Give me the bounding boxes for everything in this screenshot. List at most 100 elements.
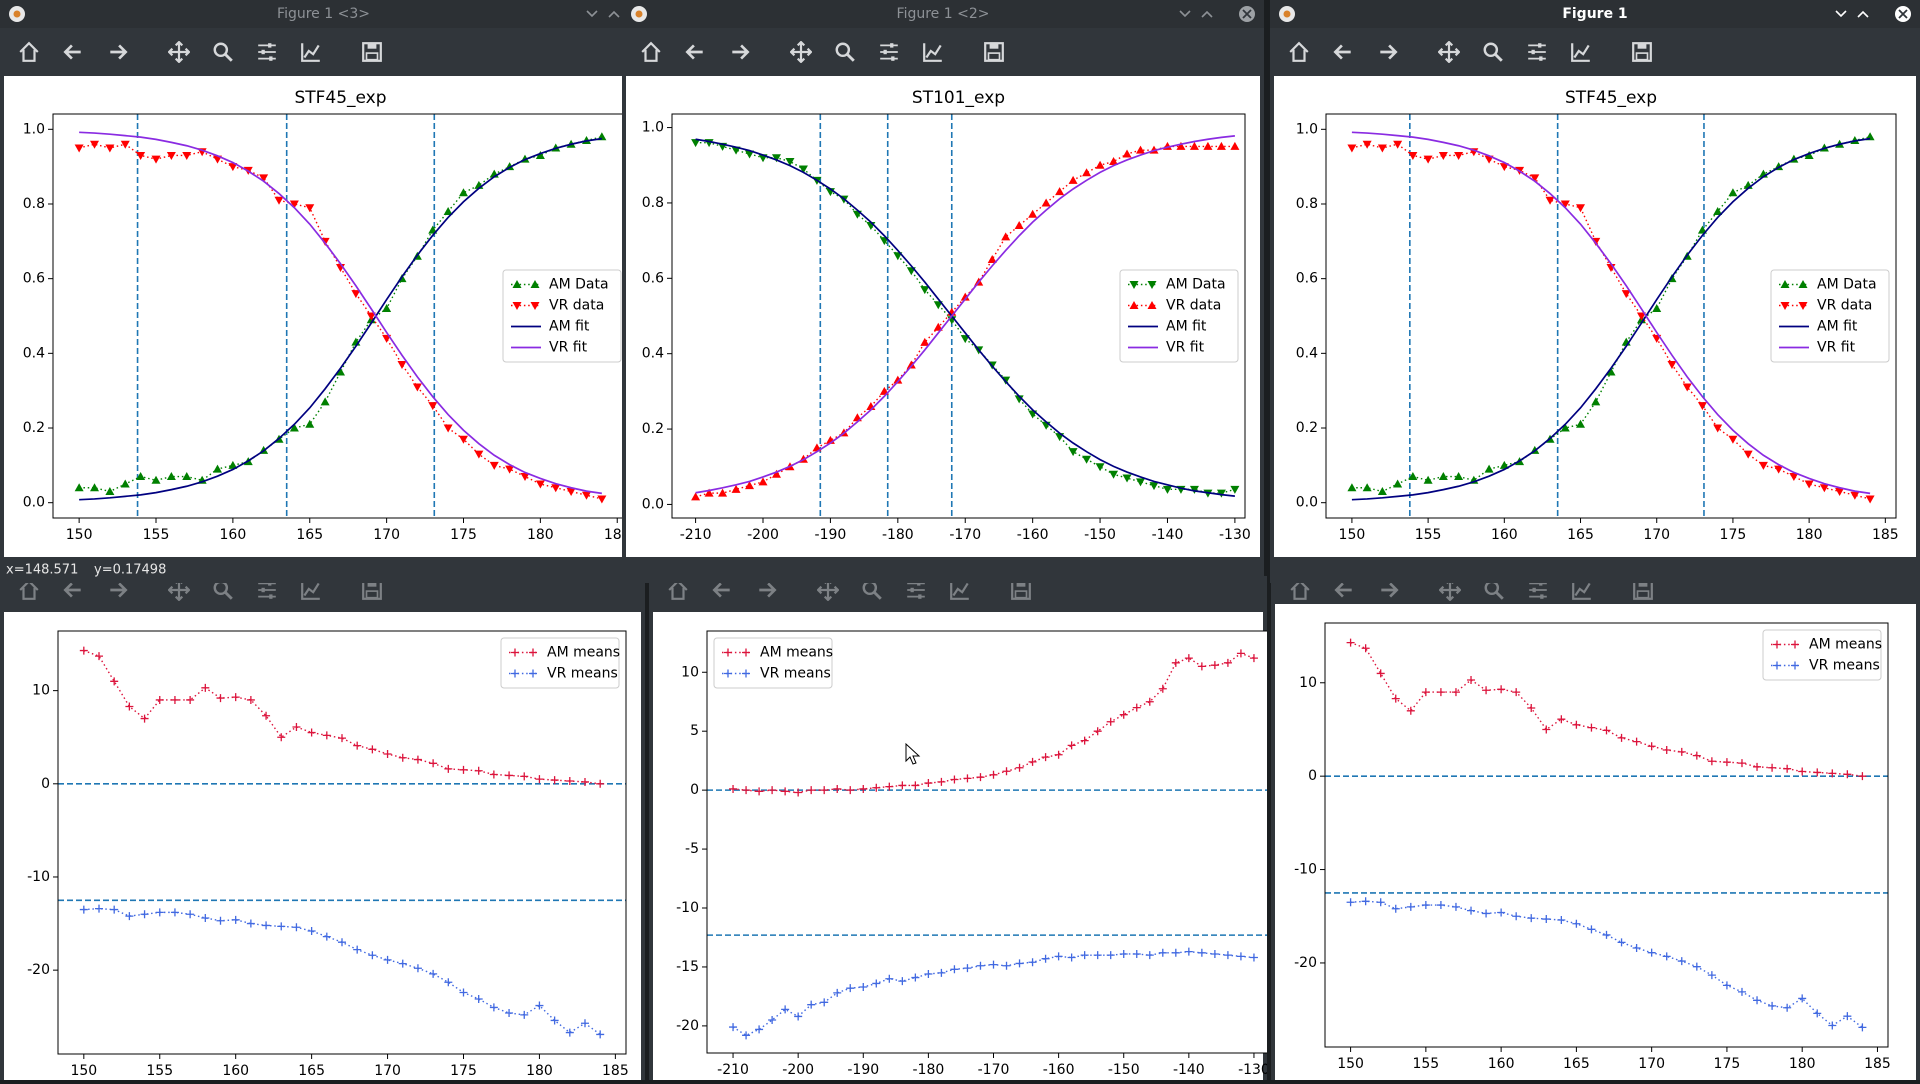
close-cross	[1898, 9, 1908, 19]
marker	[1617, 938, 1626, 947]
window: -210 -200 -190 -180 -170 -160 -150 -140 -130-20-…	[649, 576, 1267, 1080]
y-tick-label: -20	[676, 1018, 699, 1034]
series-line	[1351, 143, 1871, 500]
marker	[1346, 638, 1355, 647]
marker	[872, 979, 881, 988]
marker	[443, 424, 453, 433]
toolbar-button[interactable]	[257, 580, 277, 600]
marker	[729, 784, 738, 793]
marker	[1093, 951, 1102, 960]
marker	[963, 964, 972, 973]
marker	[1362, 140, 1372, 149]
x-tick-label: 160	[1488, 1056, 1515, 1072]
marker	[398, 753, 407, 762]
marker	[413, 755, 422, 764]
marker	[1423, 155, 1433, 164]
x-tick-label: -200	[782, 1062, 814, 1078]
marker	[520, 473, 530, 482]
marker	[1236, 649, 1245, 658]
marker	[1189, 485, 1199, 494]
marker	[1773, 640, 1781, 649]
marker	[120, 479, 130, 488]
marker	[458, 435, 468, 444]
marker	[1041, 198, 1051, 207]
x-tick-label: 150	[70, 1063, 97, 1079]
window: Figure 1 <3> STF45_exp 150 155 160 165 170 175 1…	[0, 0, 647, 583]
y-tick-label: 10	[32, 683, 50, 699]
marker	[140, 714, 149, 723]
marker	[443, 206, 453, 215]
x-tick-label: -170	[978, 1062, 1010, 1078]
legend: AM Data VR data AM fit VR fit	[1770, 269, 1890, 363]
marker	[1184, 654, 1193, 663]
y-tick-label: 0.6	[642, 270, 664, 286]
marker	[1636, 312, 1646, 321]
marker	[1082, 168, 1092, 177]
marker	[90, 483, 100, 492]
marker	[1436, 688, 1445, 697]
marker	[724, 669, 732, 678]
marker	[474, 450, 484, 459]
maximize-button[interactable]	[1857, 10, 1869, 18]
marker	[781, 787, 790, 796]
marker	[718, 488, 728, 497]
marker	[1587, 723, 1596, 732]
marker	[742, 648, 750, 657]
legend-label: AM fit	[1166, 319, 1207, 335]
marker	[768, 1015, 777, 1024]
marker	[166, 472, 176, 481]
title-bar	[1270, 0, 1920, 28]
marker	[1068, 448, 1078, 457]
plot-area	[58, 631, 626, 1054]
app-icon-dot	[1283, 10, 1291, 18]
marker	[1783, 1003, 1792, 1012]
marker	[151, 475, 161, 484]
maximize-button[interactable]	[608, 10, 620, 18]
marker	[581, 491, 591, 500]
marker	[1791, 640, 1799, 649]
toolbar-button[interactable]	[906, 580, 926, 600]
minimize-button[interactable]	[586, 10, 598, 18]
toolbar-button[interactable]	[1527, 42, 1547, 62]
marker	[259, 174, 269, 183]
marker	[136, 151, 146, 160]
marker	[305, 419, 315, 428]
marker	[1819, 484, 1829, 493]
marker	[781, 1005, 790, 1014]
toolbar-button[interactable]	[1528, 580, 1548, 600]
y-tick-label: 10	[1299, 675, 1317, 691]
marker	[262, 711, 271, 720]
x-tick-label: -140	[1152, 527, 1184, 543]
y-tick-label: 0.2	[1296, 420, 1318, 436]
toolbar-button[interactable]	[879, 42, 899, 62]
marker	[1106, 717, 1115, 726]
marker	[596, 1030, 605, 1039]
marker	[950, 775, 959, 784]
y-tick-label: 0.2	[23, 420, 45, 436]
series-line	[1351, 131, 1871, 495]
marker	[1697, 402, 1707, 411]
toolbar-button[interactable]	[257, 42, 277, 62]
marker	[1391, 694, 1400, 703]
marker	[1798, 302, 1808, 310]
legend-label: VR means	[547, 666, 618, 682]
legend-label: VR data	[549, 298, 604, 314]
marker	[182, 472, 192, 481]
marker	[512, 280, 522, 288]
minimize-button[interactable]	[1179, 10, 1191, 18]
marker	[520, 1010, 529, 1019]
maximize-button[interactable]	[1201, 10, 1213, 18]
marker	[1184, 947, 1193, 956]
marker	[920, 286, 930, 295]
marker	[505, 465, 515, 474]
marker	[1858, 1023, 1867, 1032]
marker	[911, 973, 920, 982]
minimize-button[interactable]	[1835, 10, 1847, 18]
marker	[535, 480, 545, 489]
x-tick-label: 165	[1567, 527, 1594, 543]
marker	[228, 460, 238, 469]
marker	[1136, 478, 1146, 487]
marker	[1843, 770, 1852, 779]
status-y: y=0.17498	[94, 563, 166, 578]
y-tick-label: 0.0	[23, 495, 45, 511]
